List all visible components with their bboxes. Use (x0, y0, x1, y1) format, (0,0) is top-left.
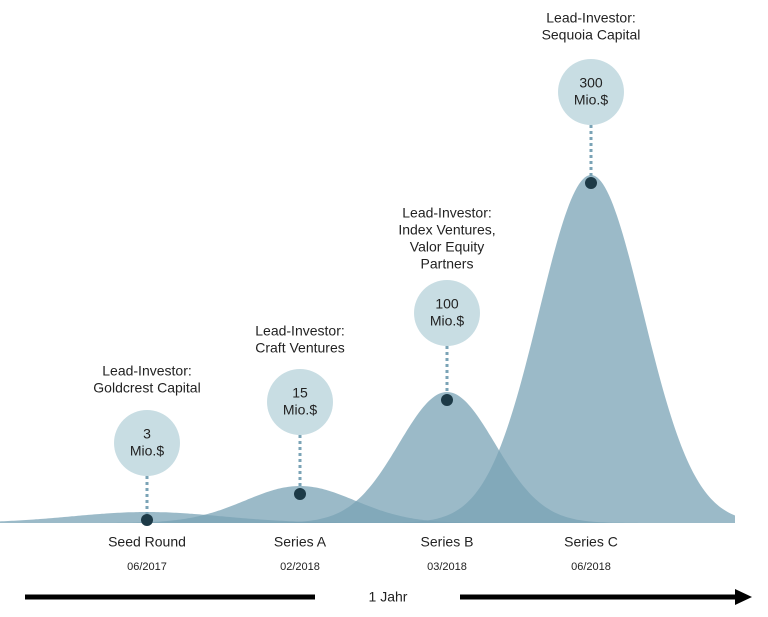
curve (383, 175, 735, 523)
amount-bubble (414, 280, 480, 346)
timeline-label: 1 Jahr (369, 589, 408, 605)
round-name: Seed Round (108, 534, 186, 550)
amount: 3 (143, 426, 151, 442)
peak-dot (585, 177, 597, 189)
lead-label: Lead-Investor: (255, 323, 345, 339)
amount-bubble (558, 59, 624, 125)
amount-bubble (114, 410, 180, 476)
investor: Partners (421, 256, 474, 272)
lead-label: Lead-Investor: (546, 10, 636, 26)
amount-bubble (267, 369, 333, 435)
round-name: Series B (421, 534, 474, 550)
curve (255, 392, 639, 523)
lead-label: Lead-Investor: (102, 363, 192, 379)
round-date: 02/2018 (280, 561, 320, 573)
peak-dot (294, 488, 306, 500)
round-date: 03/2018 (427, 561, 467, 573)
amount: 100 (435, 296, 459, 312)
lead-label: Lead-Investor: (402, 205, 492, 221)
unit: Mio.$ (130, 443, 164, 459)
amount: 15 (292, 385, 308, 401)
investor: Index Ventures, (398, 222, 495, 238)
timeline-arrowhead (735, 589, 752, 605)
investor: Sequoia Capital (542, 27, 641, 43)
round-date: 06/2017 (127, 561, 167, 573)
unit: Mio.$ (574, 92, 608, 108)
investor: Craft Ventures (255, 340, 345, 356)
investor: Valor Equity (410, 239, 484, 255)
unit: Mio.$ (283, 402, 317, 418)
round-name: Series C (564, 534, 618, 550)
round-date: 06/2018 (571, 561, 611, 573)
unit: Mio.$ (430, 313, 464, 329)
peak-dot (141, 514, 153, 526)
investor: Goldcrest Capital (93, 380, 200, 396)
curves (0, 175, 735, 523)
peak-dot (441, 394, 453, 406)
curve (80, 486, 520, 523)
round-name: Series A (274, 534, 327, 550)
amount: 300 (579, 75, 603, 91)
